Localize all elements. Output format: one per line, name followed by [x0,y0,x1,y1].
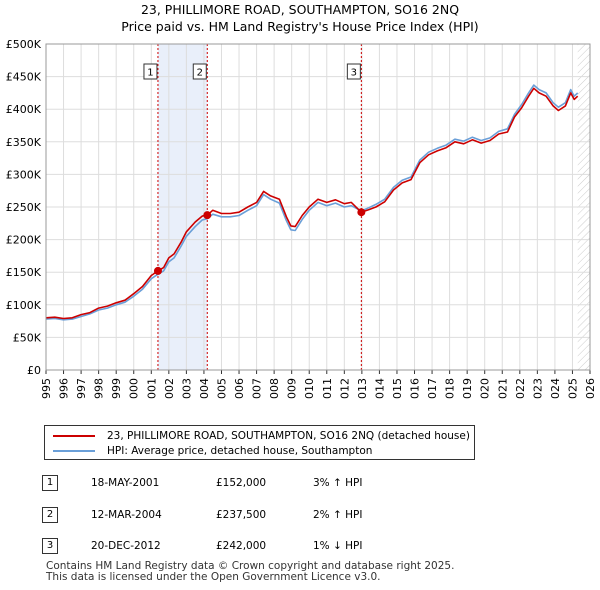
footer-license: This data is licensed under the Open Gov… [46,571,381,583]
sale-row: 2 12-MAR-2004 £237,500 2% ↑ HPI [42,506,562,528]
sale-point [357,208,366,217]
sale-label-box [346,63,361,80]
series-line [45,87,579,320]
sale-price: £152,000 [216,477,267,489]
y-tick-label: £150K [6,266,42,279]
x-tick-label: 1997 [75,378,88,400]
x-tick-label: 2011 [321,378,334,400]
legend-label-property: 23, PHILLIMORE ROAD, SOUTHAMPTON, SO16 2… [107,430,470,442]
x-tick-label: 2014 [373,378,386,400]
y-tick-label: £450K [6,71,42,84]
y-tick-label: £50K [13,331,42,344]
y-tick-label: £400K [6,103,42,116]
legend-item-hpi: HPI: Average price, detached house, Sout… [53,443,372,459]
sale-label: 1 [147,68,153,79]
sale-date: 20-DEC-2012 [91,540,161,552]
x-tick-label: 2022 [514,378,527,400]
y-tick-label: £500K [6,38,42,51]
sale-label: 2 [197,68,203,79]
x-tick-label: 2018 [444,378,457,400]
x-tick-label: 2025 [566,378,579,400]
sale-label-box [143,63,158,80]
x-tick-label: 2000 [128,378,141,400]
y-tick-label: £250K [6,201,42,214]
price-chart: £0 £50K £100K £150K £200K £250K £300K £350K £400… [6,38,597,400]
sale-row: 3 20-DEC-2012 £242,000 1% ↓ HPI [42,537,562,559]
x-tick-label: 2009 [286,378,299,400]
y-tick-label: £0 [27,364,41,377]
x-tick-label: 1999 [110,378,123,400]
x-tick-label: 2007 [251,378,264,400]
x-tick-label: 2003 [180,378,193,400]
sale-number-badge: 1 [42,475,58,491]
legend-label-hpi: HPI: Average price, detached house, Sout… [107,445,373,457]
x-tick-label: 2023 [531,378,544,400]
x-tick-label: 1998 [93,378,106,400]
y-tick-label: £200K [6,234,42,247]
sale-price: £242,000 [216,540,267,552]
x-tick-label: 2005 [215,378,228,400]
x-tick-label: 2012 [338,378,351,400]
x-tick-label: 2016 [409,378,422,400]
x-tick-label: 1995 [40,378,53,400]
sale-number-badge: 2 [42,507,58,523]
legend-swatch-hpi [53,450,95,452]
x-tick-label: 2002 [163,378,176,400]
x-tick-label: 2001 [145,378,158,400]
sale-date: 18-MAY-2001 [91,477,160,489]
sale-price: £237,500 [216,509,267,521]
sale-row: 1 18-MAY-2001 £152,000 3% ↑ HPI [42,474,562,496]
legend-swatch-property [53,435,95,437]
x-tick-label: 2021 [496,378,509,400]
chart-title-line2: Price paid vs. HM Land Registry's House … [121,19,479,34]
x-tick-label: 2004 [198,378,211,400]
series-line [45,84,579,321]
sale-hpi-diff: 2% ↑ HPI [313,509,363,521]
sale-point [153,266,162,275]
x-tick-label: 1996 [58,378,71,400]
x-tick-label: 2020 [479,378,492,400]
x-tick-label: 2013 [356,378,369,400]
sale-label: 3 [351,68,357,79]
x-tick-label: 2006 [233,378,246,400]
plot-border [45,43,591,371]
chart-legend: 23, PHILLIMORE ROAD, SOUTHAMPTON, SO16 2… [44,425,475,460]
x-tick-label: 2017 [426,378,439,400]
sale-hpi-diff: 1% ↓ HPI [313,540,363,552]
sale-point [203,211,212,220]
legend-item-property: 23, PHILLIMORE ROAD, SOUTHAMPTON, SO16 2… [53,428,470,444]
x-tick-label: 2019 [461,378,474,400]
y-tick-label: £100K [6,299,42,312]
y-tick-label: £300K [6,168,42,181]
sale-label-box [192,63,207,80]
sale-number-badge: 3 [42,538,58,554]
x-tick-label: 2026 [584,378,597,400]
sale-hpi-diff: 3% ↑ HPI [313,477,363,489]
x-tick-label: 2010 [303,378,316,400]
y-tick-label: £350K [6,136,42,149]
chart-title-line1: 23, PHILLIMORE ROAD, SOUTHAMPTON, SO16 2… [140,2,460,17]
footer-copyright: Contains HM Land Registry data © Crown c… [46,560,455,572]
sale-date: 12-MAR-2004 [91,509,162,521]
x-tick-label: 2008 [268,378,281,400]
x-tick-label: 2024 [549,378,562,400]
x-tick-label: 2015 [391,378,404,400]
